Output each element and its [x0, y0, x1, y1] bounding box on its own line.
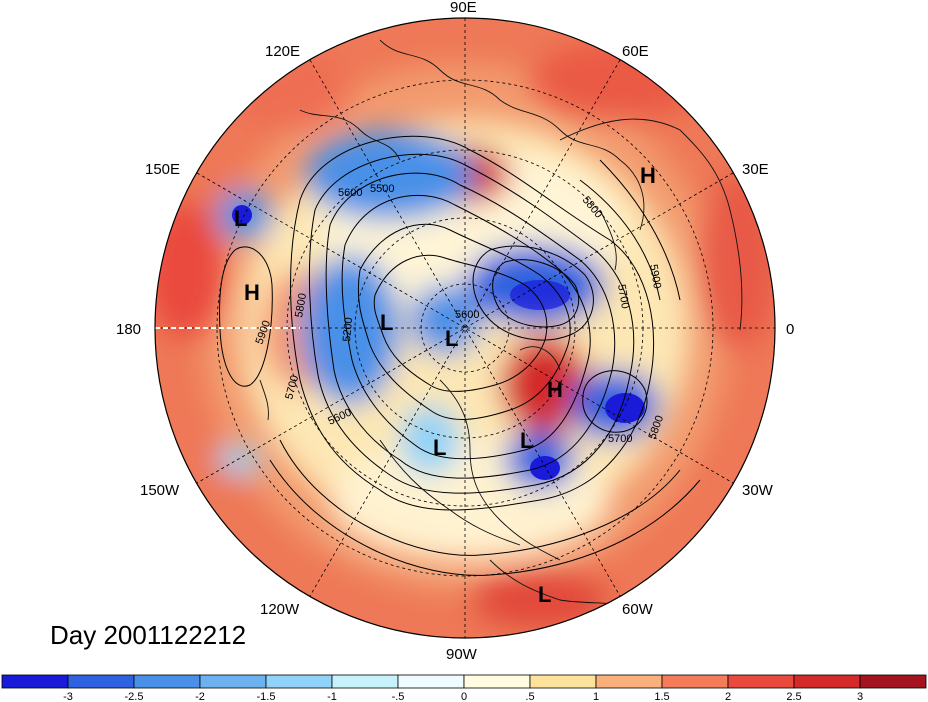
lon-label: 150E	[145, 161, 180, 178]
colorbar-ticks: -3 -2.5 -2 -1.5 -1 -.5 0 .5 1 1.5 2 2.5 3	[63, 691, 863, 702]
lon-label: 150W	[140, 482, 180, 499]
colorbar-box	[265, 674, 333, 689]
colorbar-tick-label: 2.5	[786, 691, 801, 702]
graticule	[155, 18, 775, 638]
longitude-labels: 90E 60E 30E 0 30W 60W 90W 120W 150W 180 …	[116, 0, 794, 663]
high-center: H	[547, 377, 563, 402]
map-boundary	[154, 17, 776, 639]
colorbar-box	[397, 674, 465, 689]
high-center: L	[538, 582, 551, 607]
low-center: L	[234, 206, 247, 231]
lon-label: 30W	[742, 482, 774, 499]
contour-label: 5600	[338, 187, 362, 199]
colorbar-tick-label: -3	[63, 691, 73, 702]
polar-stereographic-map: 5200 5500 5600 5600 5600 5700 5700 5700 …	[116, 0, 794, 663]
colorbar-box	[529, 674, 597, 689]
colorbar-box	[859, 674, 927, 689]
colorbar-tick-label: -1.5	[257, 691, 276, 702]
colorbar-box	[199, 674, 267, 689]
contour-label: 5500	[370, 183, 394, 195]
colorbar-tick-label: .5	[525, 691, 534, 702]
lon-label: 120W	[260, 601, 300, 618]
colorbar-tick-label: 3	[857, 691, 863, 702]
low-center: L	[520, 428, 533, 453]
contour-label: 5700	[608, 433, 632, 445]
colorbar-box	[793, 674, 861, 689]
colorbar-tick-label: 2	[725, 691, 731, 702]
lon-label: 30E	[742, 161, 769, 178]
contour-label: 5900	[647, 263, 663, 289]
colorbar-box	[727, 674, 795, 689]
contour-label: 5700	[615, 283, 631, 309]
contour-labels: 5200 5500 5600 5600 5600 5700 5700 5700 …	[254, 183, 667, 445]
high-center: H	[640, 163, 656, 188]
low-center: L	[445, 326, 458, 351]
colorbar-box	[1, 674, 69, 689]
colorbar-box	[463, 674, 531, 689]
contour-label: 5800	[293, 292, 309, 318]
date-title: Day 2001122212	[50, 620, 247, 650]
colorbar-tick-label: -2	[195, 691, 205, 702]
height-contours	[219, 135, 701, 576]
contour-label: 5600	[455, 309, 479, 321]
low-center: L	[433, 435, 446, 460]
colorbar-box	[133, 674, 201, 689]
lon-label: 60E	[622, 43, 649, 60]
pressure-centers: L H H L L H L L L	[234, 163, 656, 607]
colorbar-box	[331, 674, 399, 689]
colorbar-tick-label: 1.5	[654, 691, 669, 702]
lon-label: 90E	[450, 0, 477, 16]
high-center: H	[244, 280, 260, 305]
lon-label: 0	[786, 321, 794, 338]
lon-label: 180	[116, 321, 141, 338]
colorbar-tick-label: 1	[593, 691, 599, 702]
lon-label: 90W	[446, 646, 478, 663]
colorbar-box	[595, 674, 663, 689]
colorbar-box	[67, 674, 135, 689]
contour-label: 5200	[341, 317, 355, 342]
low-center: L	[380, 310, 393, 335]
lon-label: 60W	[622, 601, 654, 618]
colorbar-box	[661, 674, 729, 689]
colorbar-tick-label: -.5	[392, 691, 405, 702]
colorbar: -3 -2.5 -2 -1.5 -1 -.5 0 .5 1 1.5 2 2.5 3	[1, 674, 927, 702]
colorbar-boxes	[1, 674, 927, 689]
anomaly-field: 5200 5500 5600 5600 5600 5700 5700 5700 …	[155, 18, 775, 638]
lon-label: 120E	[265, 43, 300, 60]
colorbar-tick-label: -2.5	[125, 691, 144, 702]
colorbar-tick-label: 0	[461, 691, 467, 702]
colorbar-tick-label: -1	[327, 691, 337, 702]
